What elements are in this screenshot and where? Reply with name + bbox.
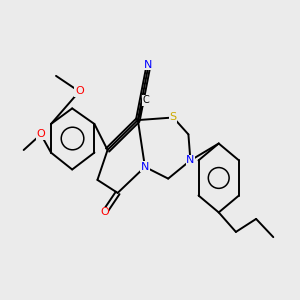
Text: C: C: [142, 95, 149, 105]
Text: O: O: [100, 207, 109, 218]
Text: S: S: [170, 112, 177, 122]
Text: N: N: [186, 155, 195, 165]
Text: O: O: [75, 86, 84, 97]
Text: N: N: [144, 59, 152, 70]
Text: N: N: [141, 162, 149, 172]
Text: O: O: [37, 129, 45, 140]
